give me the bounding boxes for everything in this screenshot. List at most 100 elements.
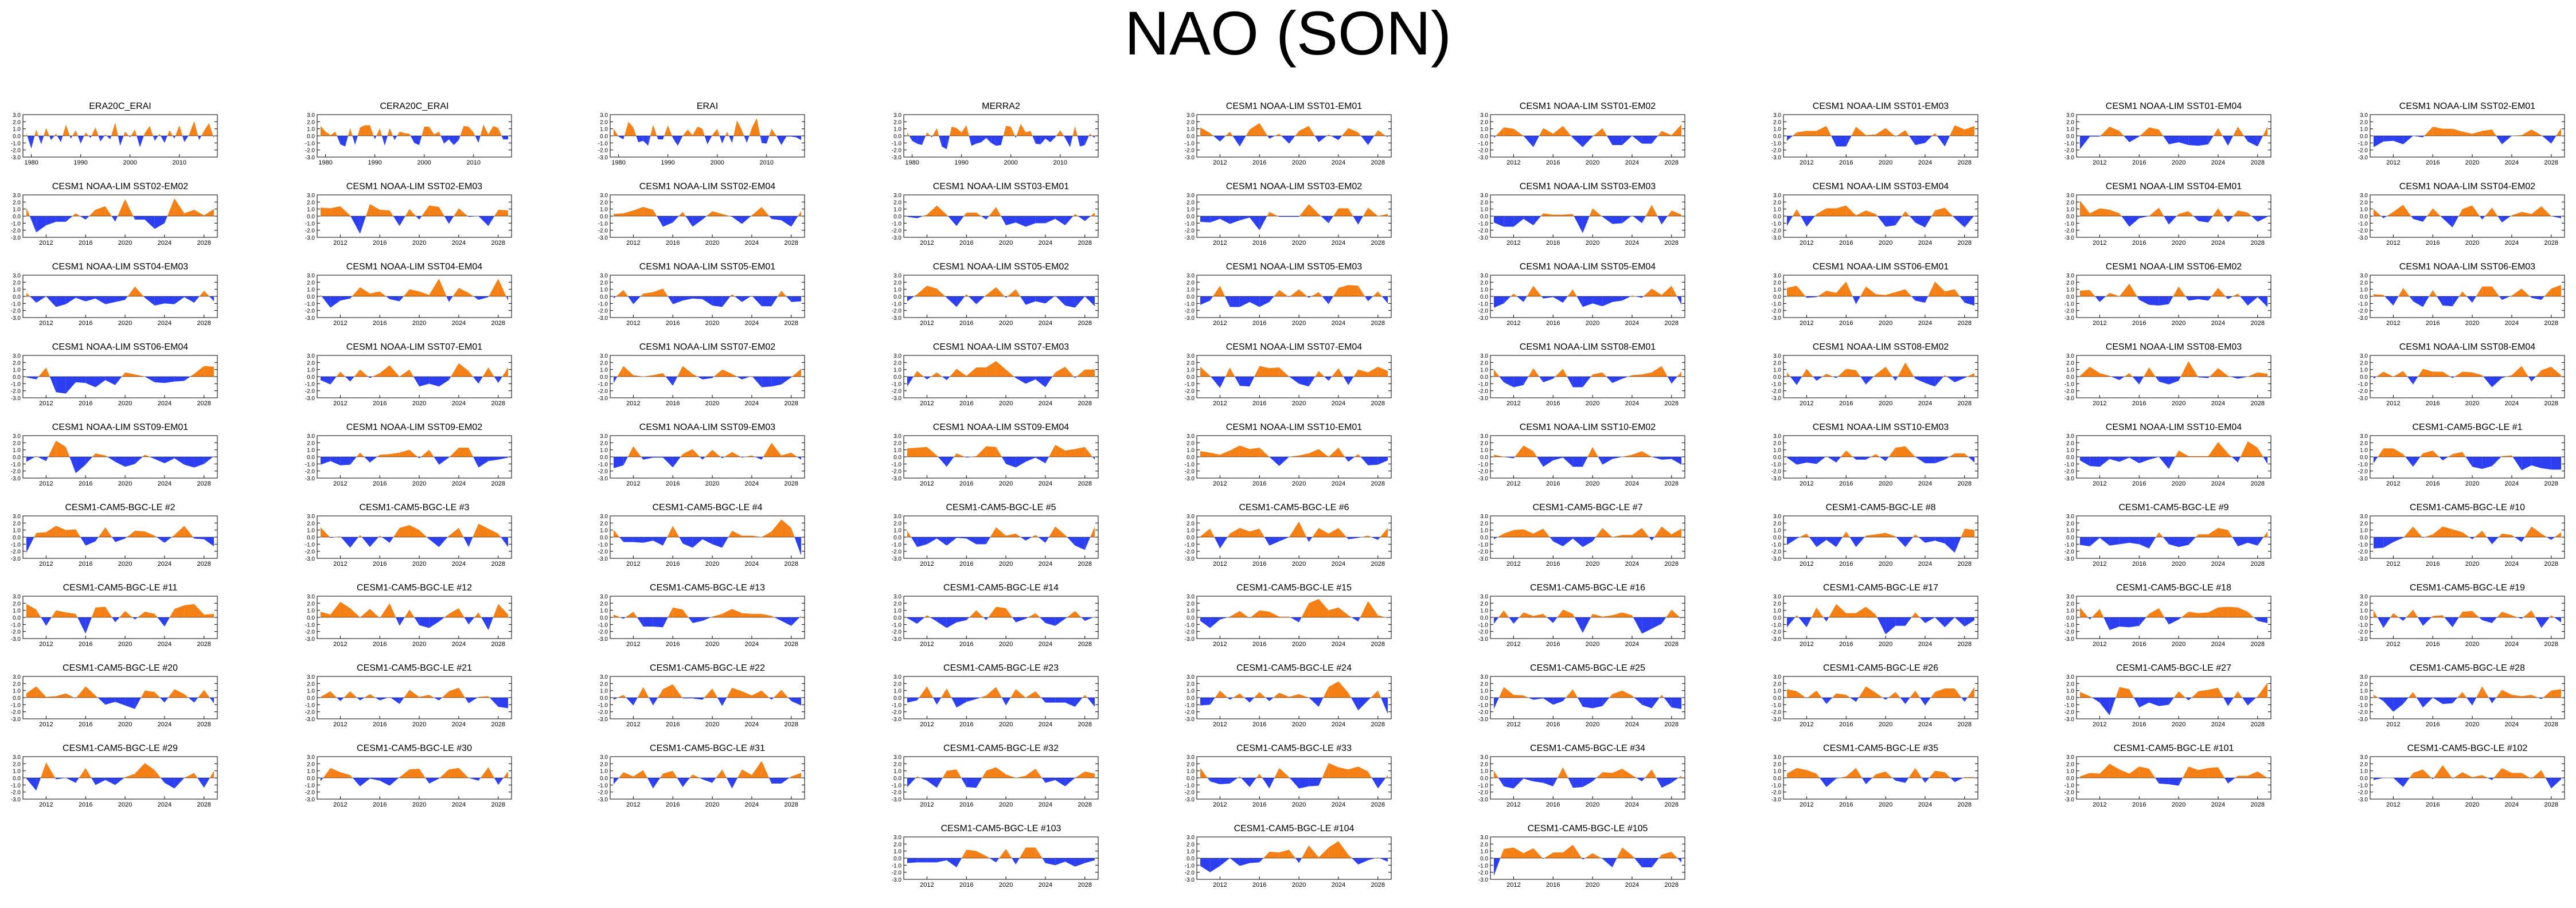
- anomaly-fill: [76, 457, 86, 473]
- anomaly-fill: [1591, 374, 1593, 377]
- anomaly-fill: [1793, 209, 1797, 216]
- panel-24: CESM1 NOAA-LIM SST05-EM043.02.01.00.0-1.…: [1478, 262, 1685, 327]
- anomaly-fill: [1239, 136, 1246, 147]
- anomaly-fill: [2080, 289, 2090, 296]
- anomaly-fill: [976, 296, 985, 304]
- anomaly-fill: [1661, 366, 1668, 377]
- anomaly-fill: [2482, 617, 2492, 623]
- anomaly-fill: [2466, 296, 2473, 303]
- anomaly-fill: [2511, 695, 2522, 698]
- anomaly-fill: [2376, 371, 2384, 377]
- anomaly-fill: [1348, 615, 1352, 617]
- anomaly-fill: [409, 690, 420, 698]
- anomaly-fill: [2129, 373, 2133, 377]
- y-tick-label: 0.0: [600, 214, 608, 220]
- y-tick-label: 1.0: [1480, 769, 1488, 775]
- y-tick-label: -1.0: [1185, 381, 1195, 388]
- anomaly-fill: [340, 772, 350, 778]
- panel-title: CESM1-CAM5-BGC-LE #7: [1532, 503, 1642, 512]
- x-tick-label: 2020: [118, 400, 132, 407]
- anomaly-fill: [439, 131, 441, 136]
- anomaly-fill: [1797, 209, 1801, 216]
- y-tick-label: 1.0: [2360, 207, 2368, 213]
- anomaly-fill: [1633, 617, 1642, 634]
- y-tick-label: -2.0: [1185, 710, 1195, 716]
- anomaly-fill: [1661, 131, 1672, 136]
- anomaly-fill: [1553, 617, 1558, 623]
- anomaly-fill: [1915, 216, 1925, 228]
- anomaly-fill: [1671, 124, 1681, 136]
- x-tick-label: 2020: [705, 240, 719, 246]
- anomaly-fill: [923, 214, 927, 216]
- x-tick-label: 2020: [1879, 721, 1892, 728]
- anomaly-fill: [1269, 698, 1274, 702]
- anomaly-fill: [1671, 529, 1681, 537]
- anomaly-fill: [1279, 537, 1289, 542]
- anomaly-fill: [2555, 532, 2561, 537]
- y-tick-label: -2.0: [1771, 710, 1782, 716]
- anomaly-fill: [105, 778, 115, 785]
- anomaly-fill: [1385, 136, 1388, 138]
- anomaly-fill: [104, 134, 106, 136]
- anomaly-fill: [27, 136, 32, 149]
- anomaly-fill: [164, 617, 170, 627]
- anomaly-fill: [2121, 216, 2130, 227]
- x-tick-label: 2016: [79, 240, 92, 246]
- y-tick-label: -1.0: [1185, 622, 1195, 628]
- anomaly-fill: [781, 617, 791, 626]
- anomaly-fill: [1289, 521, 1299, 537]
- anomaly-fill: [2109, 292, 2120, 296]
- anomaly-fill: [1324, 377, 1329, 381]
- y-tick-label: 3.0: [893, 433, 901, 440]
- anomaly-fill: [399, 617, 405, 626]
- anomaly-fill: [1010, 689, 1016, 698]
- anomaly-fill: [1886, 617, 1896, 635]
- anomaly-fill: [1813, 377, 1817, 381]
- anomaly-fill: [1080, 136, 1085, 147]
- anomaly-fill: [1077, 136, 1080, 147]
- anomaly-fill: [1309, 598, 1319, 617]
- anomaly-fill: [781, 216, 791, 227]
- y-tick-label: 1.0: [600, 207, 608, 213]
- anomaly-fill: [1360, 457, 1368, 465]
- anomaly-fill: [1523, 529, 1533, 537]
- anomaly-fill: [699, 778, 702, 780]
- anomaly-fill: [1250, 447, 1260, 457]
- x-tick-label: 2028: [1371, 561, 1385, 568]
- anomaly-fill: [1213, 136, 1220, 142]
- panel-title: CESM1 NOAA-LIM SST09-EM04: [933, 422, 1070, 432]
- panel-25: CESM1 NOAA-LIM SST06-EM013.02.01.00.0-1.…: [1771, 262, 1978, 327]
- anomaly-fill: [1210, 452, 1220, 457]
- y-tick-label: -1.0: [892, 381, 902, 388]
- x-tick-label: 2016: [1252, 641, 1266, 648]
- anomaly-fill: [434, 131, 439, 136]
- anomaly-fill: [2450, 377, 2453, 378]
- anomaly-fill: [1910, 690, 1915, 698]
- anomaly-fill: [399, 216, 405, 226]
- anomaly-fill: [184, 136, 189, 143]
- anomaly-fill: [1533, 216, 1541, 226]
- y-tick-label: -3.0: [2358, 155, 2368, 161]
- y-tick-label: 1.0: [600, 688, 608, 695]
- anomaly-fill: [2124, 373, 2130, 377]
- y-tick-label: 0.0: [2360, 535, 2368, 541]
- y-tick-label: -3.0: [1771, 315, 1782, 322]
- y-tick-label: 1.0: [2066, 367, 2074, 374]
- anomaly-fill: [966, 125, 969, 136]
- y-tick-label: 0.0: [600, 294, 608, 300]
- anomaly-fill: [2442, 698, 2453, 705]
- anomaly-fill: [946, 769, 957, 778]
- anomaly-fill: [1836, 604, 1847, 617]
- y-tick-label: -2.0: [2064, 308, 2075, 315]
- anomaly-fill: [2511, 455, 2513, 457]
- x-tick-label: 2016: [79, 721, 92, 728]
- x-tick-label: 2020: [118, 561, 132, 568]
- anomaly-fill: [1843, 531, 1847, 537]
- panel-title: CESM1-CAM5-BGC-LE #10: [2410, 503, 2525, 512]
- anomaly-fill: [164, 537, 172, 543]
- y-tick-label: -1.0: [1478, 301, 1489, 307]
- x-tick-label: 2016: [959, 721, 973, 728]
- anomaly-fill: [2179, 286, 2186, 296]
- anomaly-fill: [174, 526, 185, 537]
